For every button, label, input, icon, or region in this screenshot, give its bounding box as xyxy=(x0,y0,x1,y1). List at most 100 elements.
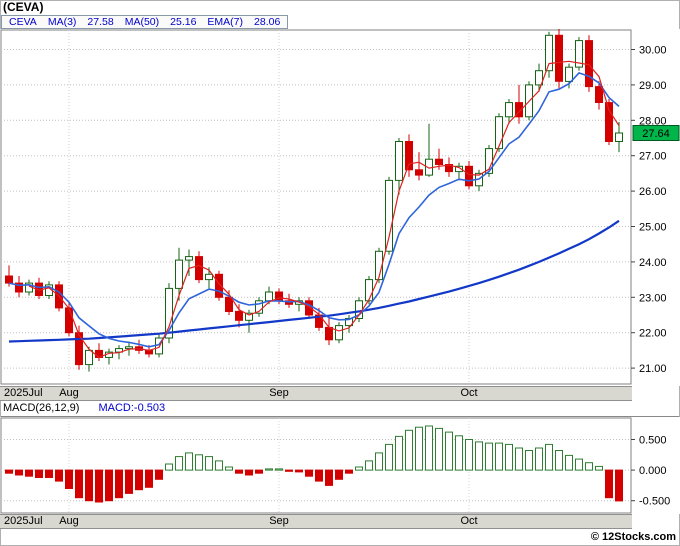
month-label: 2025Jul xyxy=(4,515,43,527)
candle xyxy=(405,141,413,171)
candle xyxy=(215,273,223,298)
candle xyxy=(595,86,603,103)
macd-chart: 0.500 0.000 -0.500 xyxy=(0,417,680,514)
macd-bar-positive xyxy=(165,463,173,471)
macd-bar-positive xyxy=(565,454,573,471)
macd-bar-negative xyxy=(305,469,313,477)
month-label: Sep xyxy=(269,387,289,399)
ma50-label: MA(50) xyxy=(124,16,160,28)
month-label: Aug xyxy=(59,387,79,399)
ema7-label: EMA(7) xyxy=(207,16,244,28)
month-label: Oct xyxy=(460,387,478,399)
candle xyxy=(245,312,253,321)
macd-bar-positive xyxy=(415,426,423,471)
macd-bar-positive xyxy=(485,442,493,471)
macd-bar-negative xyxy=(5,469,13,474)
macd-bar-positive xyxy=(365,460,373,471)
macd-bar-positive xyxy=(215,460,223,471)
macd-bar-negative xyxy=(155,469,163,480)
candle xyxy=(265,291,273,302)
macd-bar-positive xyxy=(385,443,393,471)
macd-bar-negative xyxy=(125,469,133,494)
macd-bar-positive xyxy=(515,447,523,471)
macd-bar-negative xyxy=(335,469,343,480)
macd-bar-positive xyxy=(475,441,483,471)
macd-bar-positive xyxy=(265,468,273,471)
candle xyxy=(185,256,193,261)
candle xyxy=(255,300,263,314)
candle xyxy=(305,300,313,316)
macd-bar-positive xyxy=(375,452,383,471)
macd-bar-negative xyxy=(605,469,613,499)
candle xyxy=(415,169,423,176)
macd-bar-positive xyxy=(395,435,403,471)
macd-bar-negative xyxy=(75,469,83,499)
candle xyxy=(575,40,583,68)
candle xyxy=(455,165,463,173)
macd-bar-positive xyxy=(225,466,233,471)
macd-bar-positive xyxy=(555,450,563,471)
macd-bar-negative xyxy=(145,469,153,488)
macd-bar-negative xyxy=(295,469,303,473)
last-price-text: 27.64 xyxy=(642,128,670,140)
macd-bar-positive xyxy=(595,465,603,471)
macd-bar-positive xyxy=(505,443,513,471)
macd-bar-negative xyxy=(285,469,293,472)
x-axis-months-bottom: 2025Jul Aug Sep Oct xyxy=(0,514,632,529)
candle xyxy=(365,279,373,302)
y-axis-label: 21.00 xyxy=(639,363,667,375)
macd-header: MACD(26,12,9) MACD:-0.503 xyxy=(0,401,680,417)
y-axis-label: 24.00 xyxy=(639,257,667,269)
candle xyxy=(205,273,213,281)
macd-bar-negative xyxy=(45,469,53,478)
candle xyxy=(15,282,23,293)
ma3-value: 27.58 xyxy=(87,16,114,28)
month-label: Oct xyxy=(460,515,478,527)
y-axis-label: 25.00 xyxy=(639,222,667,234)
candle xyxy=(335,325,343,341)
candle xyxy=(395,141,403,181)
candle xyxy=(225,296,233,312)
candle xyxy=(5,275,13,284)
macd-bar-positive xyxy=(455,435,463,471)
ma50-line xyxy=(8,219,620,343)
macd-bar-negative xyxy=(25,469,33,477)
candle xyxy=(545,34,553,72)
macd-bar-positive xyxy=(355,466,363,471)
ma3-label: MA(3) xyxy=(47,16,77,28)
macd-axis-label: 0.500 xyxy=(639,435,667,447)
macd-bar-positive xyxy=(185,452,193,471)
legend-row: CEVA MA(3) 27.58 MA(50) 25.16 EMA(7) 28.… xyxy=(0,15,680,29)
price-chart: 30.00 29.00 28.00 27.00 26.00 25.00 24.00 23.00… xyxy=(0,29,680,386)
candle xyxy=(515,102,523,118)
macd-label: MACD(26,12,9) xyxy=(3,402,80,414)
macd-bar-positive xyxy=(275,468,283,471)
macd-bar-negative xyxy=(135,469,143,491)
macd-bar-positive xyxy=(465,439,473,471)
candle xyxy=(615,132,623,142)
y-axis-label: 27.00 xyxy=(639,151,667,163)
candle xyxy=(235,310,243,321)
candle xyxy=(585,40,593,88)
macd-bar-negative xyxy=(85,469,93,502)
macd-bar-positive xyxy=(525,450,533,471)
macd-bar-positive xyxy=(495,442,503,471)
y-axis-label: 28.00 xyxy=(639,115,667,127)
macd-bars xyxy=(5,425,623,503)
ema7-line xyxy=(8,71,620,348)
macd-bar-negative xyxy=(245,469,253,476)
macd-bar-positive xyxy=(405,429,413,471)
macd-bar-negative xyxy=(15,469,23,476)
macd-bar-negative xyxy=(105,469,113,502)
macd-bar-positive xyxy=(425,425,433,471)
macd-bar-positive xyxy=(435,427,443,471)
candle xyxy=(165,287,173,339)
ma3-line xyxy=(28,60,620,359)
macd-bar-negative xyxy=(315,469,323,482)
y-axis-label: 23.00 xyxy=(639,292,667,304)
macd-bar-negative xyxy=(255,469,263,474)
macd-axis-label: 0.000 xyxy=(639,465,667,477)
symbol-label: CEVA xyxy=(9,16,37,28)
macd-bar-positive xyxy=(175,456,183,471)
macd-bar-negative xyxy=(325,469,333,486)
